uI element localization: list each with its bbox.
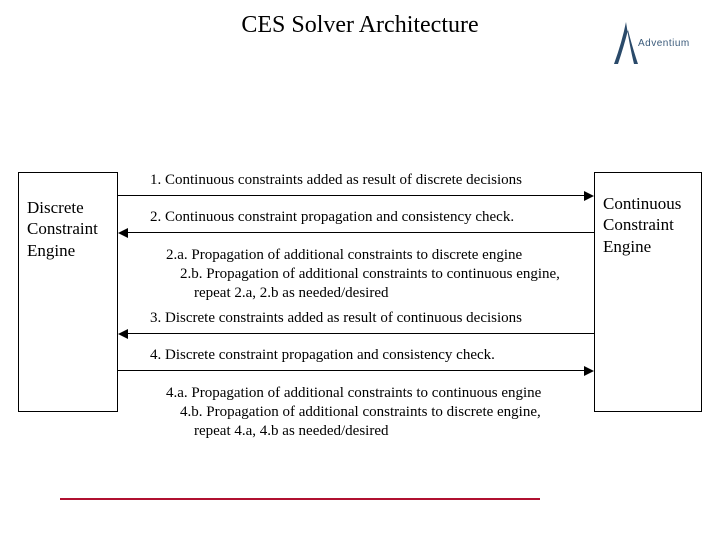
logo-text: Adventium [638, 38, 690, 49]
step-1-text: 1. Continuous constraints added as resul… [118, 172, 594, 189]
footer-divider [60, 498, 540, 500]
step-3-text: 3. Discrete constraints added as result … [118, 310, 594, 327]
step-2-sub: 2.a. Propagation of additional constrain… [118, 246, 594, 302]
arrow-1-right [118, 191, 594, 205]
arrow-3-left [118, 329, 594, 343]
step-4a-text: 4.a. Propagation of additional constrain… [166, 384, 594, 403]
step-4b-text: 4.b. Propagation of additional constrain… [166, 403, 594, 422]
step-2b-text: 2.b. Propagation of additional constrain… [166, 265, 594, 284]
logo: Adventium [612, 20, 702, 70]
step-2c-text: repeat 2.a, 2.b as needed/desired [166, 284, 594, 303]
arrow-4-right [118, 366, 594, 380]
continuous-engine-label: Continuous Constraint Engine [603, 194, 681, 256]
step-2-text: 2. Continuous constraint propagation and… [118, 209, 594, 226]
discrete-engine-box: Discrete Constraint Engine [18, 172, 118, 412]
step-4-sub: 4.a. Propagation of additional constrain… [118, 384, 594, 440]
flow-diagram: 1. Continuous constraints added as resul… [118, 172, 594, 449]
continuous-engine-box: Continuous Constraint Engine [594, 172, 702, 412]
step-4c-text: repeat 4.a, 4.b as needed/desired [166, 422, 594, 441]
step-2a-text: 2.a. Propagation of additional constrain… [166, 246, 594, 265]
step-4-text: 4. Discrete constraint propagation and c… [118, 347, 594, 364]
discrete-engine-label: Discrete Constraint Engine [27, 198, 98, 260]
arrow-2-left [118, 228, 594, 242]
